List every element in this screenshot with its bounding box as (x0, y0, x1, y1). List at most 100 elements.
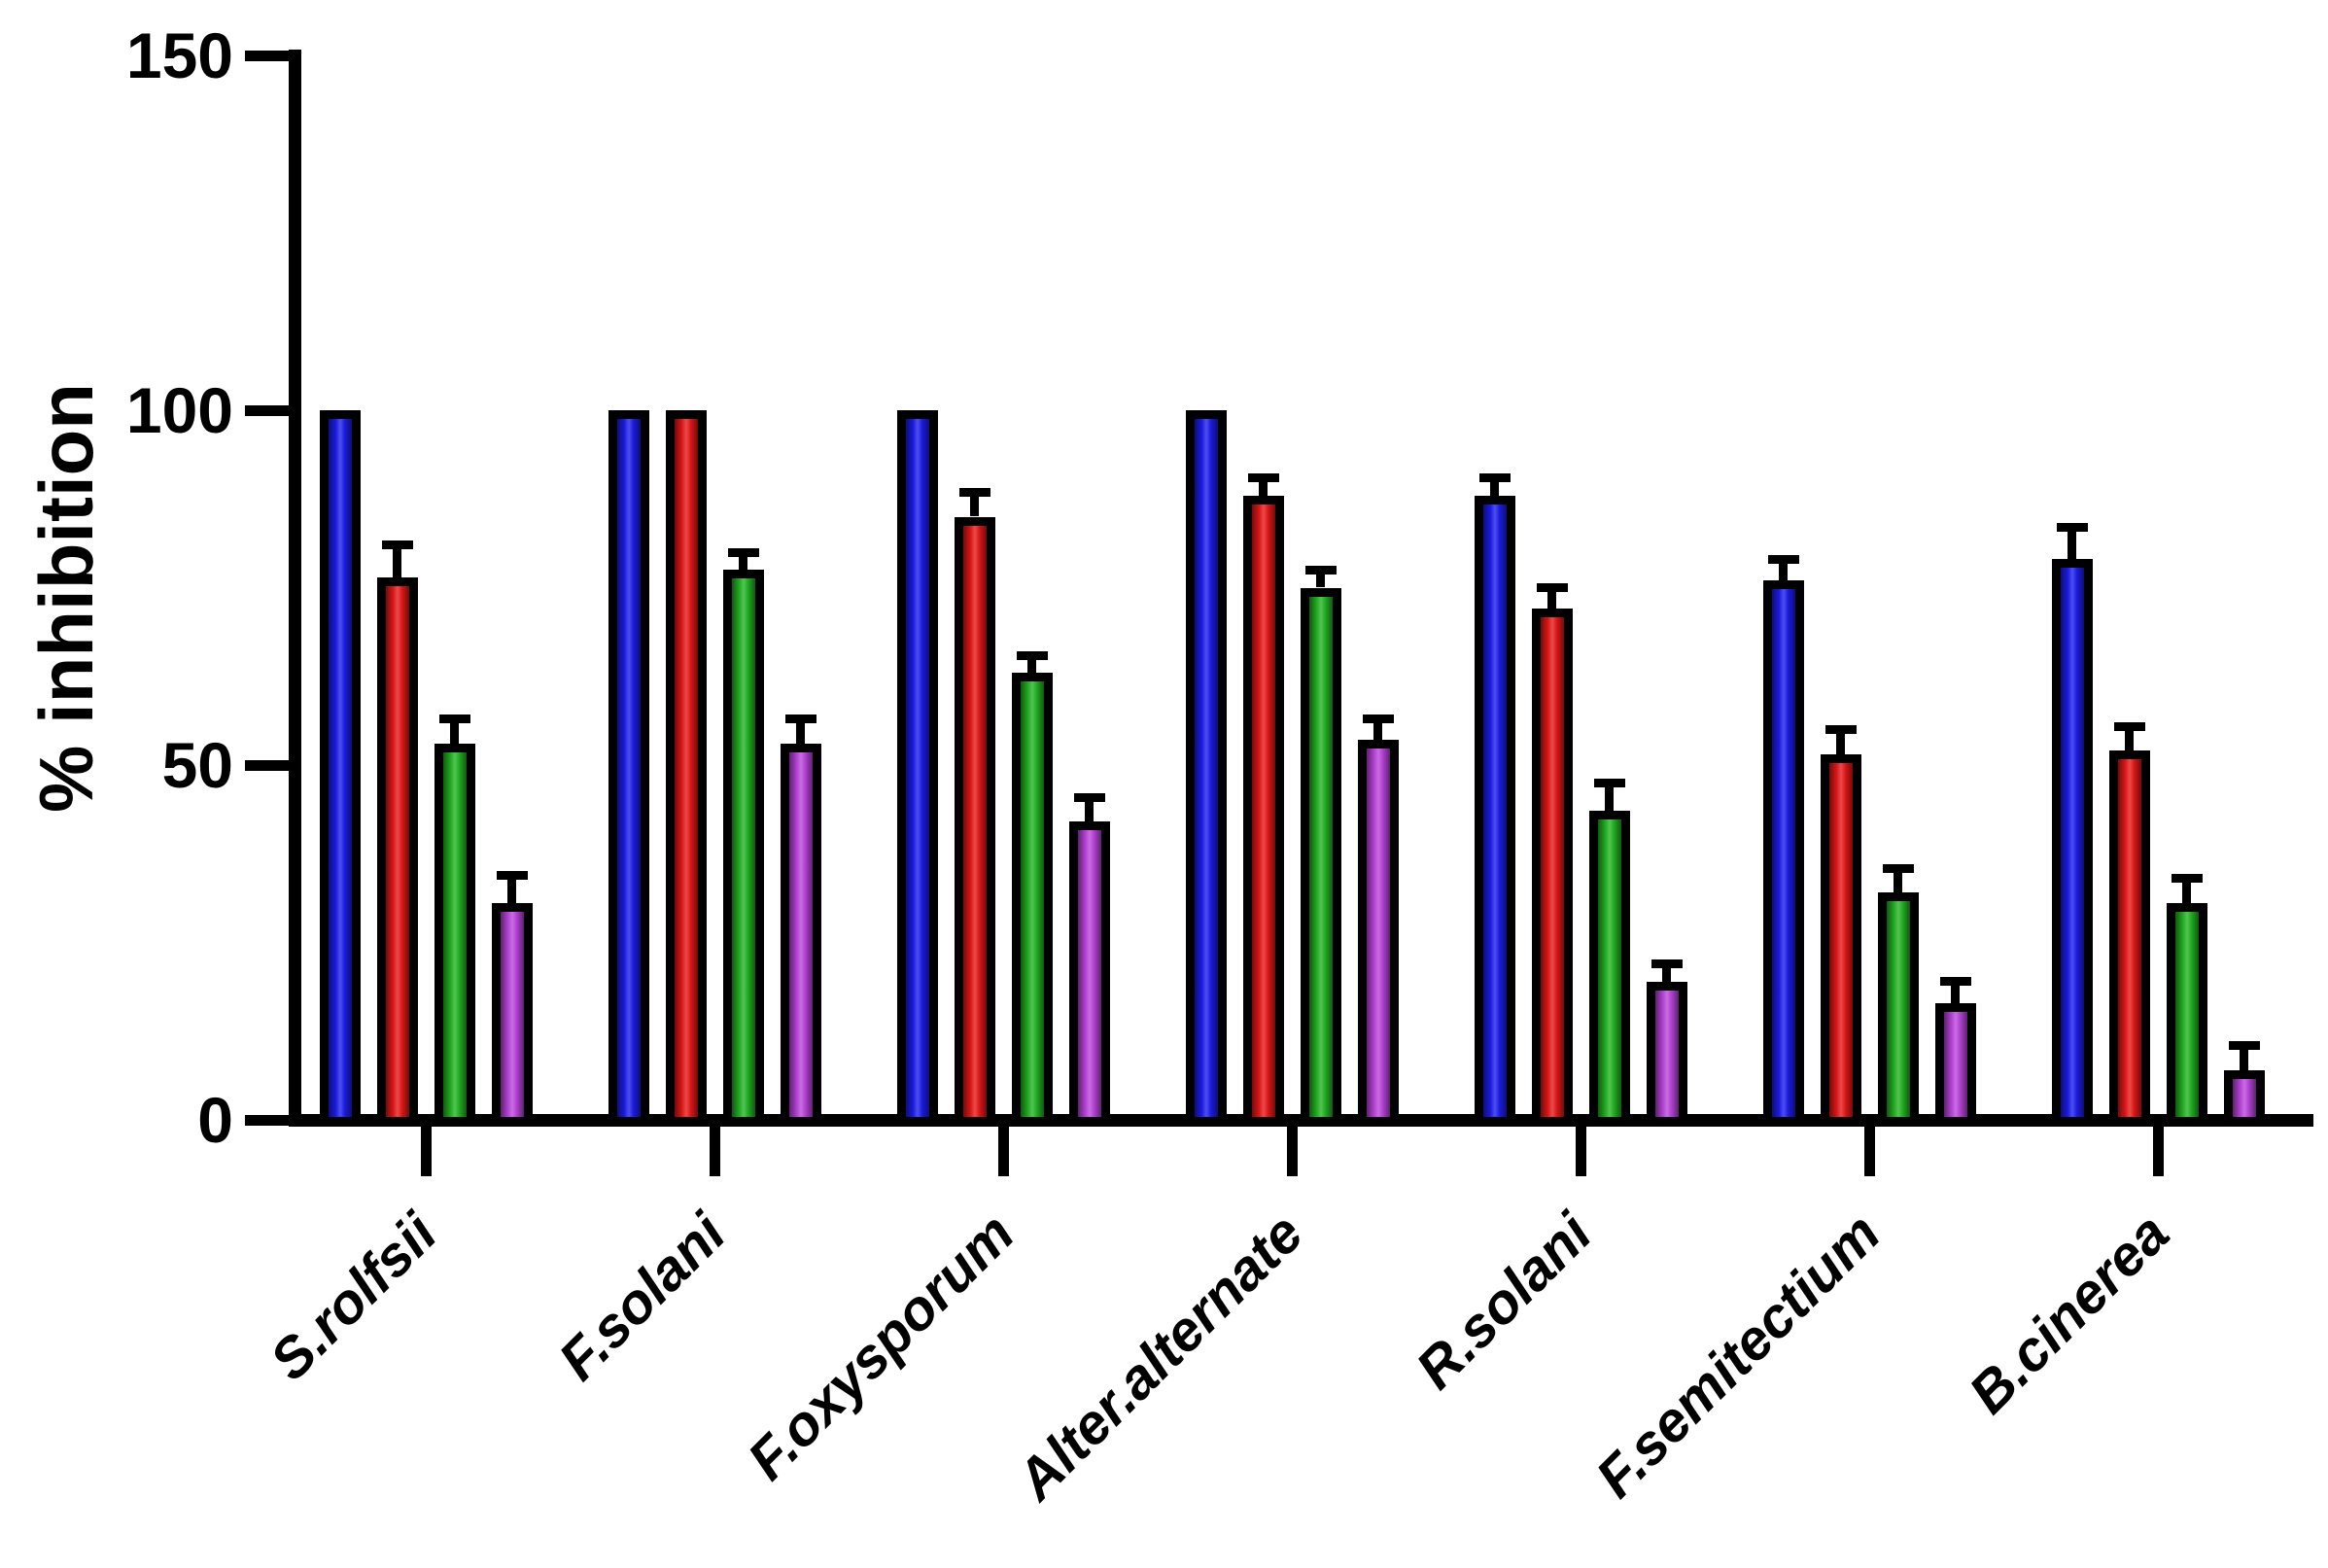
x-tick-mark (709, 1120, 720, 1176)
error-bar-cap (1824, 725, 1857, 735)
bar-series-4-purple-F.solani (780, 744, 821, 1126)
error-bar-cap (1882, 863, 1914, 873)
error-bar-cap (496, 870, 528, 880)
error-bar-cap (438, 714, 470, 724)
error-bar-stem (1259, 481, 1268, 496)
bar-series-3-green-F.solani (722, 570, 764, 1126)
bar-series-4-purple-R.solani (1646, 981, 1687, 1126)
bar-series-2-red-R.solani (1531, 609, 1573, 1126)
error-bar-cap (2171, 874, 2203, 884)
bar-shading (1540, 617, 1564, 1117)
bar-series-3-green-F.semitectium (1877, 892, 1919, 1126)
error-bar-cap (1767, 554, 1799, 564)
error-bar-stem (450, 722, 459, 745)
bar-shading (905, 419, 929, 1117)
bar-shading (385, 585, 409, 1117)
y-tick-mark (245, 1114, 294, 1126)
bar-series-2-red-F.semitectium (1820, 754, 1861, 1126)
bar-shading (1886, 901, 1910, 1117)
bar-shading (500, 912, 524, 1117)
error-bar-stem (796, 722, 805, 745)
error-bar-stem (970, 495, 979, 517)
error-bar-cap (958, 487, 990, 497)
bar-series-1-blue-F.semitectium (1762, 580, 1804, 1126)
bar-series-4-purple-F.oxysporum (1068, 821, 1110, 1126)
bar-shading (442, 752, 467, 1117)
bar-series-1-blue-F.solani (608, 410, 649, 1126)
error-bar-cap (1247, 473, 1279, 482)
bar-shading (616, 419, 641, 1117)
error-bar-cap (784, 714, 817, 724)
error-bar-cap (2228, 1041, 2260, 1050)
error-bar-stem (2240, 1049, 2248, 1070)
error-bar-stem (1779, 562, 1788, 581)
error-bar-cap (1362, 714, 1394, 724)
bar-shading (1366, 749, 1390, 1117)
bar-shading (1597, 819, 1621, 1117)
error-bar-cap (2056, 523, 2088, 533)
bar-series-1-blue-B.cinerea (2051, 559, 2093, 1126)
bar-shading (674, 419, 698, 1117)
bar-series-1-blue-Alter.alternate (1185, 410, 1227, 1126)
error-bar-stem (1836, 733, 1845, 755)
error-bar-cap (1593, 778, 1625, 787)
bar-shading (2174, 912, 2199, 1117)
bar-shading (1308, 596, 1333, 1117)
x-tick-mark (997, 1120, 1009, 1176)
bar-series-4-purple-S.rolfsii (491, 903, 533, 1126)
bar-shading (1482, 504, 1507, 1117)
y-tick-label: 150 (125, 19, 233, 91)
y-tick-mark (245, 759, 294, 771)
bar-shading (962, 525, 987, 1117)
bar-shading (2117, 759, 2141, 1117)
bar-series-3-green-F.oxysporum (1011, 673, 1053, 1126)
x-tick-mark (420, 1120, 432, 1176)
bar-shading (1828, 763, 1853, 1117)
bar-series-1-blue-F.oxysporum (896, 410, 938, 1126)
x-tick-mark (1575, 1120, 1586, 1176)
bar-shading (1194, 419, 1218, 1117)
error-bar-cap (727, 547, 759, 557)
error-bar-stem (1894, 871, 1902, 893)
bar-series-2-red-F.solani (665, 410, 707, 1126)
bar-series-4-purple-B.cinerea (2223, 1069, 2265, 1126)
bar-series-2-red-S.rolfsii (376, 576, 418, 1126)
error-bar-cap (381, 540, 413, 550)
y-axis-spine (289, 50, 301, 1126)
bar-shading (1943, 1011, 1967, 1117)
error-bar-stem (2182, 882, 2191, 904)
bar-series-3-green-S.rolfsii (434, 744, 475, 1126)
bar-shading (1251, 504, 1275, 1117)
bar-shading (731, 578, 755, 1117)
bar-series-3-green-B.cinerea (2166, 903, 2207, 1126)
bar-series-4-purple-Alter.alternate (1357, 740, 1399, 1126)
error-bar-stem (1662, 967, 1671, 982)
x-tick-mark (2152, 1120, 2164, 1176)
bar-shading (2060, 568, 2084, 1117)
bar-shading (1077, 830, 1101, 1117)
error-bar-cap (1939, 977, 1971, 987)
error-bar-cap (1016, 650, 1048, 660)
error-bar-stem (1490, 481, 1499, 496)
error-bar-stem (1316, 573, 1325, 588)
error-bar-stem (507, 878, 516, 904)
y-tick-mark (245, 404, 294, 416)
bar-shading (328, 419, 352, 1117)
y-tick-mark (245, 50, 294, 61)
error-bar-stem (1547, 591, 1556, 610)
bar-shading (1771, 589, 1795, 1117)
error-bar-stem (1605, 785, 1614, 812)
error-bar-cap (2113, 721, 2145, 731)
error-bar-stem (1027, 658, 1036, 674)
bar-series-1-blue-S.rolfsii (319, 410, 361, 1126)
error-bar-cap (1478, 473, 1511, 482)
bar-series-2-red-B.cinerea (2108, 750, 2150, 1126)
error-bar-cap (1304, 565, 1337, 575)
bar-series-4-purple-F.semitectium (1934, 1002, 1976, 1126)
error-bar-cap (1073, 792, 1105, 802)
error-bar-stem (1085, 800, 1094, 822)
error-bar-cap (1536, 583, 1568, 593)
error-bar-stem (739, 555, 747, 571)
bar-shading (788, 752, 813, 1117)
error-bar-stem (2125, 729, 2134, 751)
